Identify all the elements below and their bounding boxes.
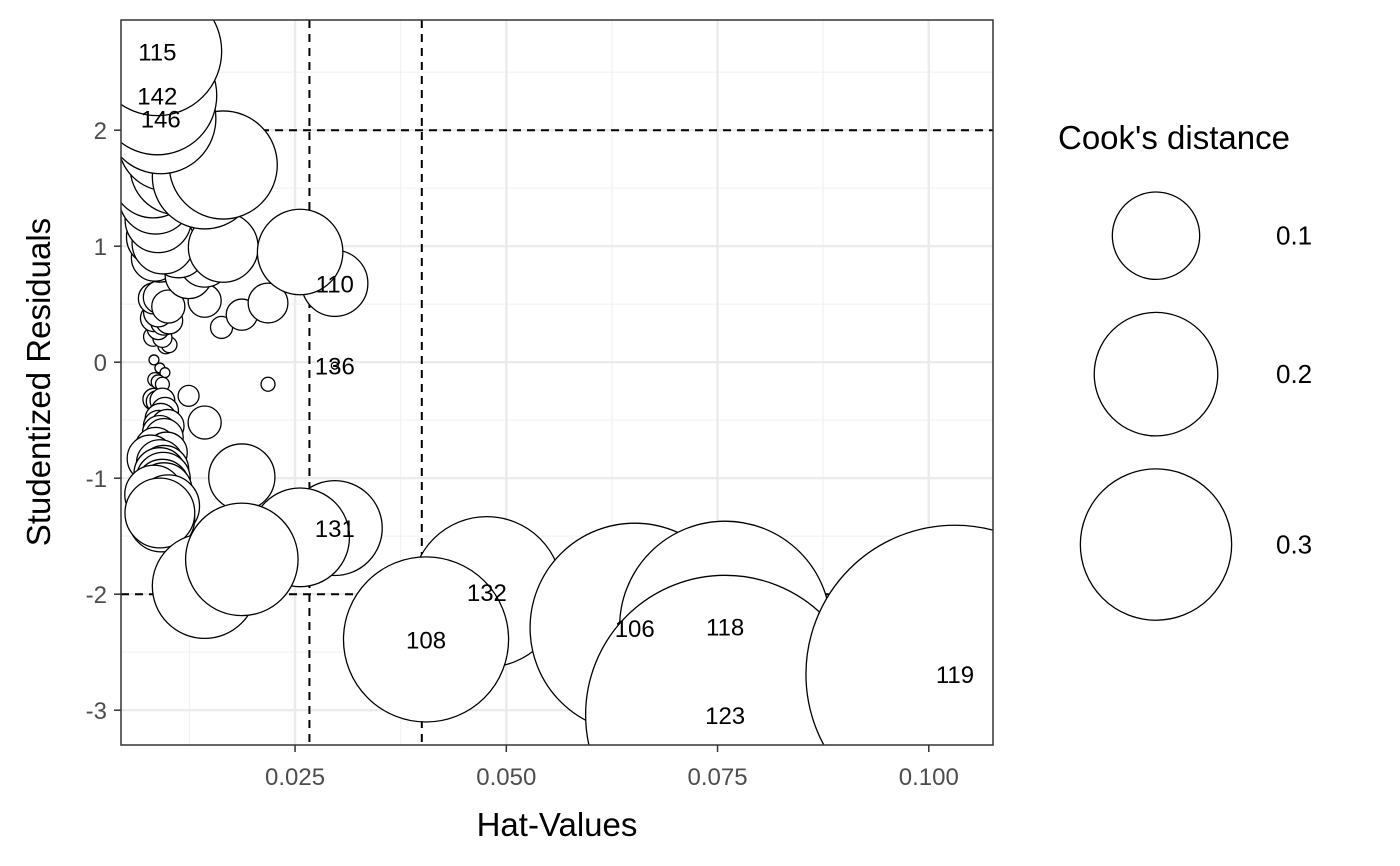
legend: Cook's distance 0.1 0.2 0.3 (1058, 119, 1312, 621)
point-label: 119 (936, 662, 974, 689)
y-tick-label: 0 (94, 350, 107, 377)
legend-key-circle (1079, 468, 1233, 621)
point-label: 132 (467, 580, 507, 607)
y-tick-label: 1 (94, 234, 107, 261)
panel-border (120, 19, 994, 746)
point-label: 118 (706, 615, 744, 642)
data-point (805, 524, 993, 745)
x-tick-label: 0.075 (688, 764, 748, 791)
legend-key-circle (1093, 311, 1219, 437)
axis-tick-labels: 0.025 0.050 0.075 0.100 -3 -2 -1 0 1 2 (86, 118, 959, 791)
data-point (177, 384, 200, 407)
point-label: 108 (406, 627, 446, 654)
data-point (256, 208, 344, 296)
data-point (184, 502, 299, 617)
legend-label: 0.3 (1276, 530, 1312, 560)
legend-title: Cook's distance (1058, 119, 1290, 156)
data-point (124, 477, 196, 549)
data-point (148, 354, 160, 366)
point-label: 142 (137, 83, 177, 110)
data-point (260, 376, 276, 392)
data-point (330, 361, 339, 370)
y-tick-label: 2 (94, 118, 107, 145)
legend-keys: 0.1 0.2 0.3 (1079, 191, 1312, 621)
data-point (151, 289, 186, 324)
point-label: 110 (316, 271, 354, 298)
point-label: 106 (615, 616, 655, 643)
point-label: 146 (141, 107, 181, 134)
axis-ticks (114, 129, 930, 752)
legend-label: 0.1 (1276, 221, 1312, 251)
point-label: 136 (315, 354, 355, 381)
y-tick-label: -3 (86, 698, 107, 725)
x-axis-title: Hat-Values (477, 806, 638, 843)
y-axis-title: Studentized Residuals (20, 218, 57, 546)
data-points (121, 20, 993, 745)
x-tick-label: 0.100 (899, 764, 959, 791)
data-point (247, 282, 289, 324)
data-point (121, 20, 223, 117)
x-tick-label: 0.025 (265, 764, 325, 791)
point-label: 115 (138, 39, 176, 66)
point-label: 131 (315, 516, 355, 543)
data-point (208, 443, 276, 511)
point-label: 123 (705, 703, 745, 730)
data-point (187, 405, 222, 440)
legend-key-circle (1111, 191, 1201, 281)
legend-label: 0.2 (1276, 359, 1312, 389)
y-tick-label: -2 (86, 582, 107, 609)
x-tick-label: 0.050 (476, 764, 536, 791)
data-point (342, 556, 510, 723)
y-tick-label: -1 (86, 466, 107, 493)
